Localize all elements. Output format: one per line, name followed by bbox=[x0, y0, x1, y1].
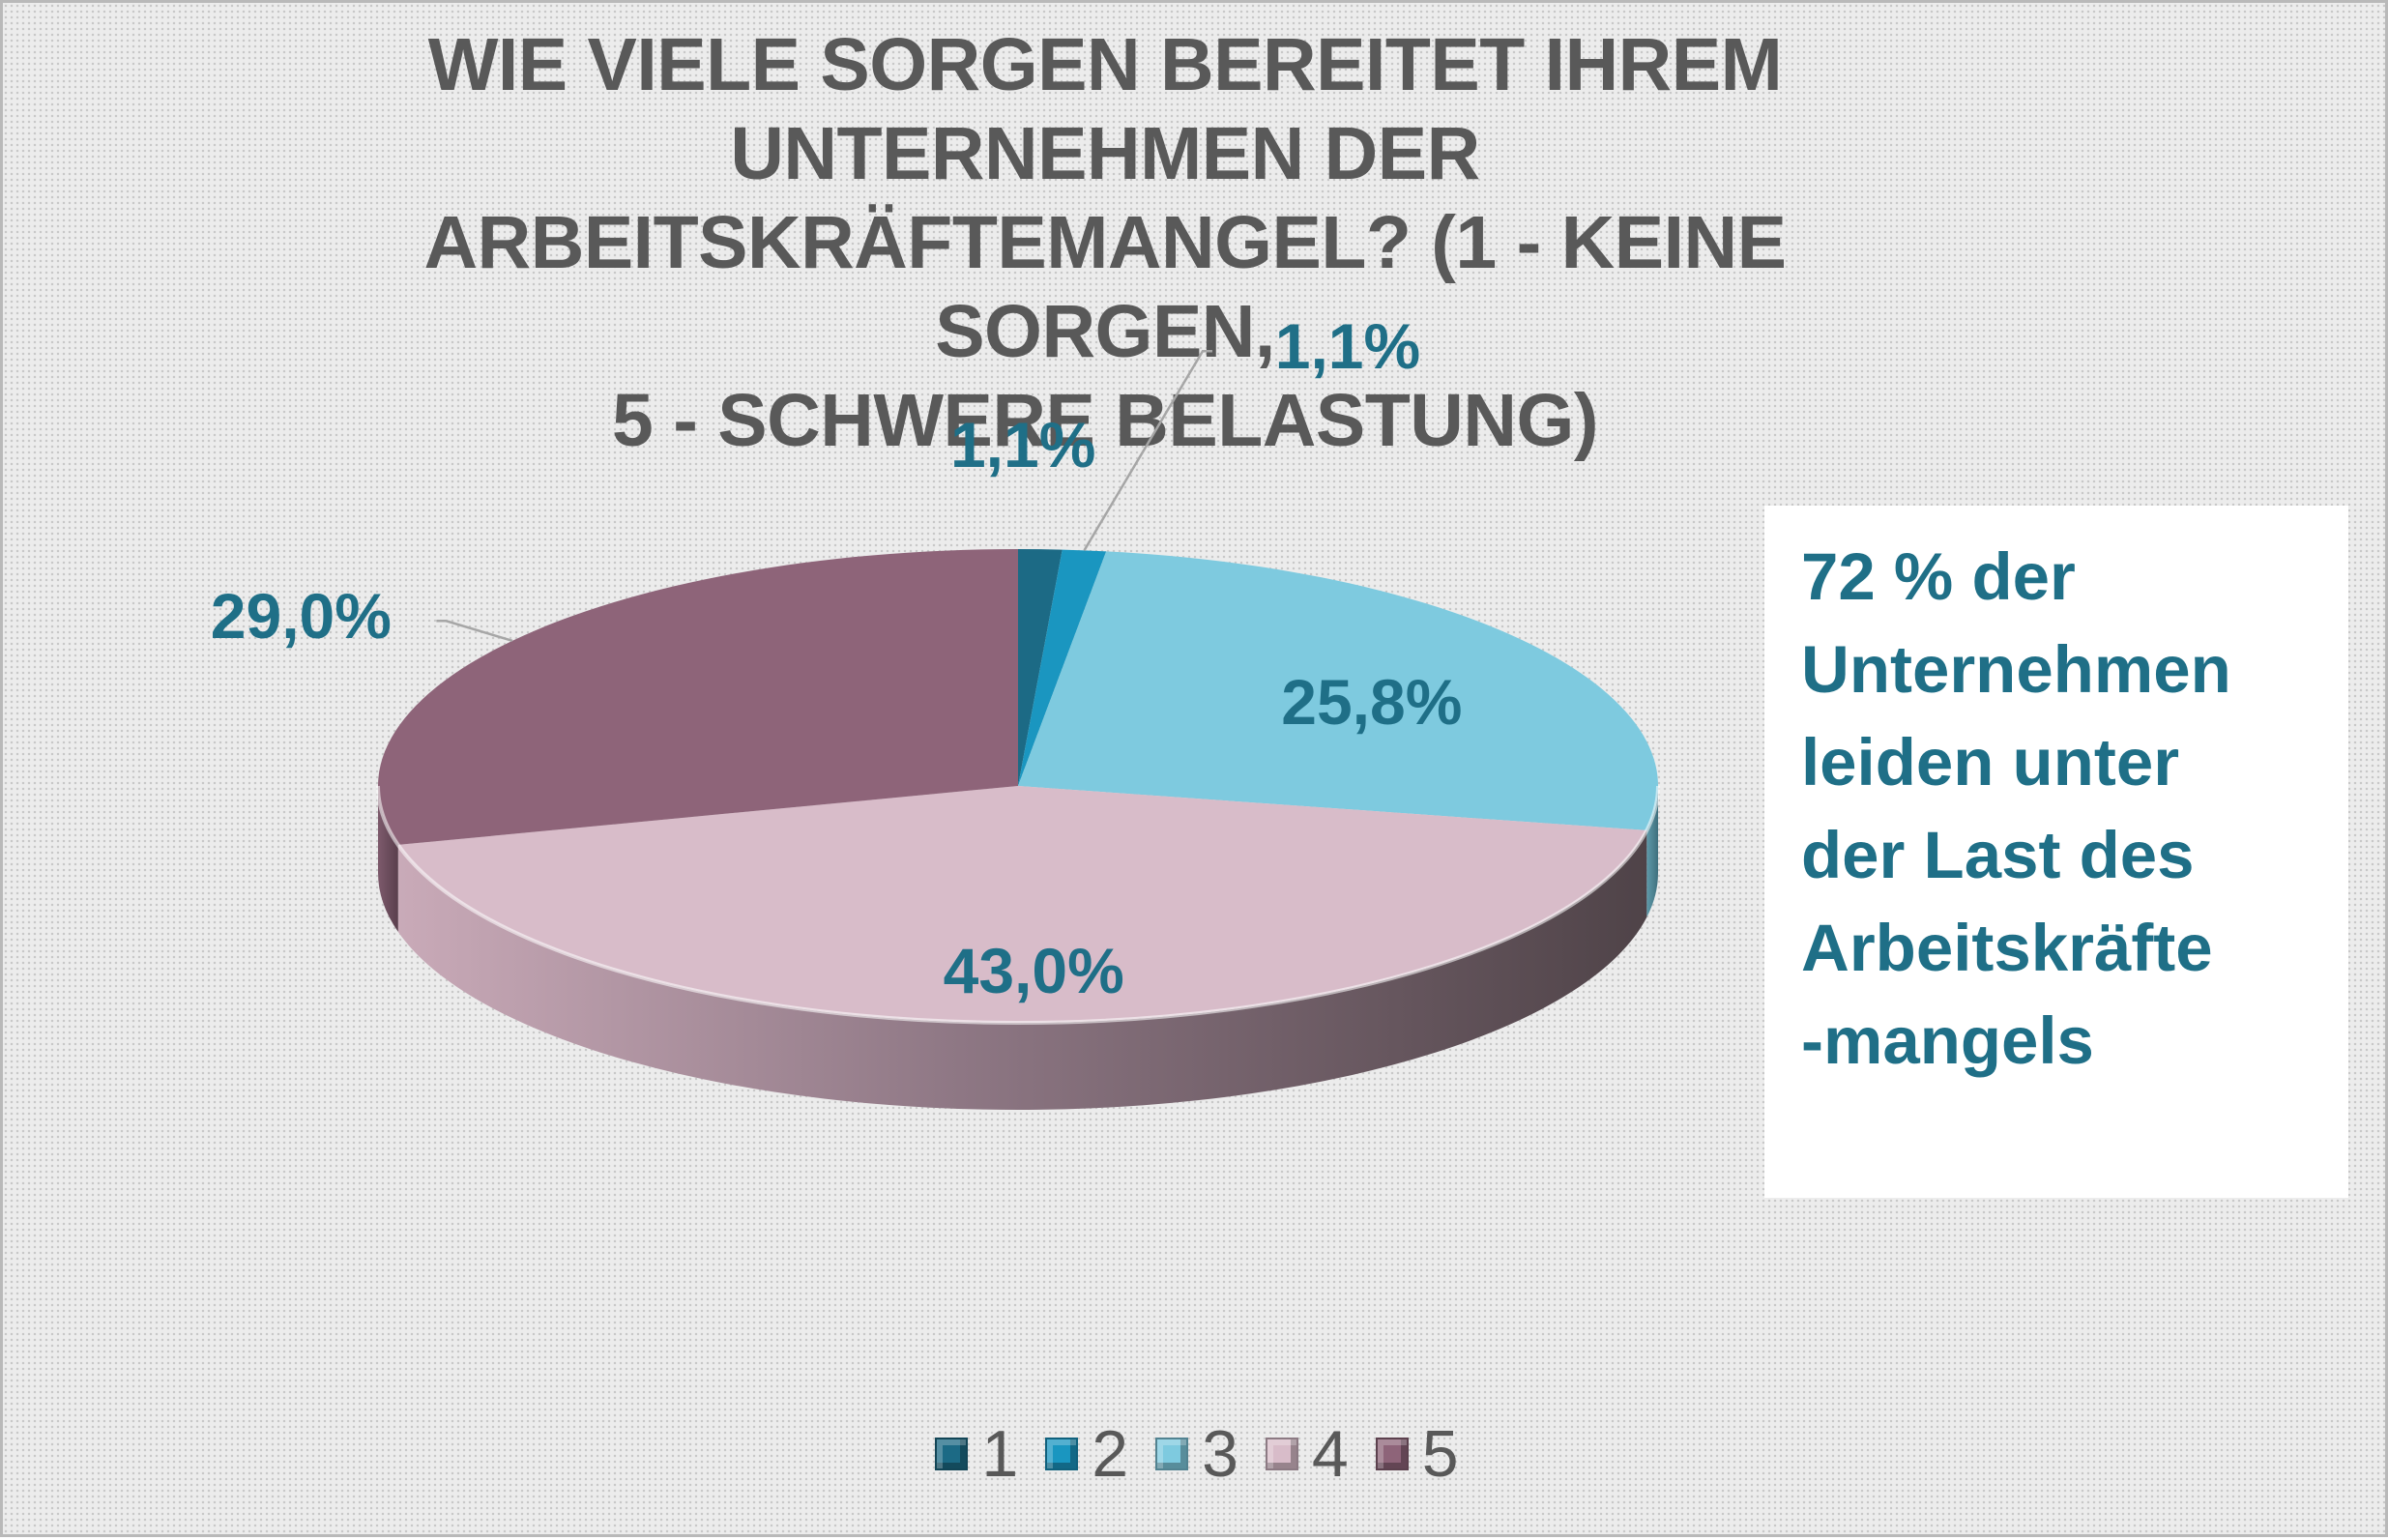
leader-line-2 bbox=[1083, 349, 1212, 551]
pie-chart bbox=[376, 349, 1660, 1110]
legend-label-5: 5 bbox=[1421, 1417, 1459, 1491]
data-label-5: 29,0% bbox=[210, 580, 392, 653]
chart-title-line: WIE VIELE SORGEN BEREITET IHREM bbox=[427, 23, 1783, 106]
data-label-4: 43,0% bbox=[943, 935, 1124, 1006]
chart-title-line: 5 - SCHWERE BELASTUNG) bbox=[612, 379, 1598, 462]
legend-item-5: 5 bbox=[1375, 1416, 1459, 1492]
legend-swatch-1 bbox=[935, 1438, 969, 1470]
data-label-2: 1,1% bbox=[1274, 310, 1421, 383]
chart-title: WIE VIELE SORGEN BEREITET IHREM UNTERNEH… bbox=[293, 20, 1917, 465]
pie-rim-highlight bbox=[376, 785, 1660, 1025]
chart-title-line: UNTERNEHMEN DER bbox=[730, 112, 1480, 195]
legend-swatch-4 bbox=[1265, 1438, 1298, 1470]
legend-label-3: 3 bbox=[1202, 1417, 1238, 1491]
pie-slice-side-5 bbox=[378, 786, 398, 932]
pie-slice-5 bbox=[377, 549, 1018, 845]
pie-slice-side-3 bbox=[1646, 786, 1658, 917]
pie-slice-2 bbox=[1018, 549, 1107, 786]
legend-item-2: 2 bbox=[1045, 1416, 1128, 1492]
legend-label-1: 1 bbox=[981, 1417, 1019, 1491]
pie-slice-side-4 bbox=[397, 829, 1647, 1110]
leader-line-5 bbox=[436, 620, 513, 643]
pie-slice-4 bbox=[397, 786, 1647, 1023]
legend-label-4: 4 bbox=[1311, 1417, 1349, 1491]
pie-slice-1 bbox=[1018, 549, 1063, 786]
legend-swatch-2 bbox=[1045, 1438, 1079, 1470]
callout-box: 72 % der Unternehmen leiden unter der La… bbox=[1764, 506, 2348, 1198]
legend-item-1: 1 bbox=[935, 1416, 1018, 1492]
callout-text: 72 % der Unternehmen leiden unter der La… bbox=[1801, 539, 2231, 1078]
legend-swatch-5 bbox=[1375, 1438, 1409, 1470]
pie-slice-3 bbox=[1018, 551, 1658, 830]
data-label-3: 25,8% bbox=[1281, 665, 1463, 738]
legend-item-3: 3 bbox=[1155, 1416, 1238, 1492]
data-label-1: 1,1% bbox=[949, 408, 1096, 480]
legend-label-2: 2 bbox=[1092, 1417, 1129, 1491]
legend-swatch-3 bbox=[1155, 1438, 1189, 1470]
legend-item-4: 4 bbox=[1265, 1416, 1349, 1492]
chart-title-line: ARBEITSKRÄFTEMANGEL? (1 - KEINE SORGEN, bbox=[423, 201, 1788, 373]
